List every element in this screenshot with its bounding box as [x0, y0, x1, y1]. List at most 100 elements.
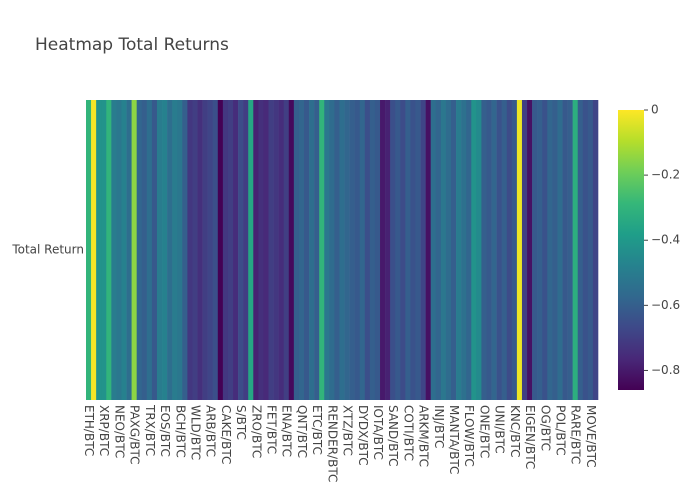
heatmap-cell: [233, 100, 239, 400]
heatmap-cell: [486, 100, 492, 400]
heatmap-cell: [527, 100, 533, 400]
chart-title: Heatmap Total Returns: [35, 35, 229, 55]
x-tick-label: ENA/BTC: [280, 405, 294, 457]
heatmap-cell: [156, 100, 163, 400]
heatmap-cell: [217, 100, 224, 400]
heatmap-cell: [400, 100, 406, 400]
heatmap-cell: [141, 100, 148, 400]
heatmap-cell: [91, 100, 97, 400]
heatmap-cell: [334, 100, 340, 400]
heatmap-cell: [359, 100, 366, 400]
heatmap-cell: [116, 100, 122, 400]
heatmap-cell: [577, 100, 584, 400]
x-tick-label: RENDER/BTC: [325, 405, 339, 482]
colorbar-tick-label: −0.6: [651, 298, 680, 312]
heatmap-cell: [303, 100, 310, 400]
x-tick-label: ARKM/BTC: [417, 405, 431, 467]
heatmap-cell: [496, 100, 502, 400]
heatmap-cell: [136, 100, 143, 400]
heatmap-cell: [521, 100, 528, 400]
x-tick-label: UNI/BTC: [493, 405, 507, 454]
heatmap-cell: [238, 100, 244, 400]
x-tick-label: NEO/BTC: [112, 405, 126, 458]
heatmap-cell: [121, 100, 127, 400]
heatmap-cell: [202, 100, 208, 400]
y-tick-label: Total Return: [11, 243, 84, 257]
heatmap-cell: [547, 100, 553, 400]
heatmap-cell: [329, 100, 335, 400]
heatmap-cell: [288, 100, 295, 400]
heatmap-cell: [435, 100, 442, 400]
heatmap-cell: [481, 100, 487, 400]
x-tick-label: ONE/BTC: [477, 405, 491, 458]
heatmap-cell: [466, 100, 472, 400]
heatmap-cell: [96, 100, 102, 400]
heatmap-cell: [450, 100, 457, 400]
heatmap-cell: [131, 100, 137, 400]
heatmap-cell: [364, 100, 371, 400]
x-tick-label: DYDX/BTC: [356, 405, 370, 466]
heatmap-cell: [339, 100, 345, 400]
x-tick-label: S/BTC: [234, 405, 248, 440]
heatmap-cell: [222, 100, 229, 400]
heatmap-cell: [420, 100, 426, 400]
heatmap-cell: [501, 100, 508, 400]
x-tick-label: OG/BTC: [538, 405, 552, 451]
heatmap-cell: [557, 100, 563, 400]
x-tick-label: SAND/BTC: [386, 405, 400, 467]
heatmap-cell: [167, 100, 173, 400]
x-tick-label: EIGEN/BTC: [523, 405, 537, 469]
heatmap-cell: [587, 100, 594, 400]
heatmap-cell: [146, 100, 153, 400]
heatmap-cell: [192, 100, 198, 400]
heatmap-cell: [461, 100, 467, 400]
heatmap-cell: [182, 100, 188, 400]
heatmap-cell: [273, 100, 279, 400]
colorbar-tick-label: −0.4: [651, 233, 680, 247]
heatmap-cell: [349, 100, 355, 400]
x-tick-label: ZRO/BTC: [249, 405, 263, 458]
heatmap-cell: [511, 100, 518, 400]
heatmap-cell: [309, 100, 315, 400]
heatmap-cell: [106, 100, 112, 400]
x-tick-label: FLOW/BTC: [462, 405, 476, 467]
heatmap-cell: [283, 100, 290, 400]
heatmap-cell: [516, 100, 523, 400]
colorbar-tick-label: −0.2: [651, 168, 680, 182]
heatmap-cell: [354, 100, 361, 400]
x-tick-label: ARB/BTC: [204, 405, 218, 457]
colorbar-tick-label: −0.8: [651, 363, 680, 377]
heatmap-cell: [410, 100, 416, 400]
heatmap-cell: [395, 100, 401, 400]
x-tick-label: XTZ/BTC: [341, 405, 355, 456]
heatmap-cell: [212, 100, 219, 400]
heatmap-cell: [567, 100, 573, 400]
heatmap-cell: [86, 100, 92, 400]
heatmap-cell: [319, 100, 325, 400]
x-tick-label: PAXG/BTC: [128, 405, 142, 464]
heatmap-cell: [491, 100, 497, 400]
heatmap-cell: [380, 100, 386, 400]
heatmap-cell: [471, 100, 477, 400]
x-tick-label: TRX/BTC: [143, 404, 157, 456]
x-tick-label: INJ/BTC: [432, 405, 446, 448]
heatmap-cell: [445, 100, 452, 400]
heatmap-cell: [293, 100, 300, 400]
heatmap-cell: [572, 100, 579, 400]
heatmap-cell: [227, 100, 234, 400]
heatmap-cell: [552, 100, 558, 400]
heatmap-cell: [324, 100, 330, 400]
heatmap-cell: [243, 100, 249, 400]
heatmap-cell: [101, 100, 107, 400]
heatmap-cell: [506, 100, 513, 400]
heatmap-cell: [111, 100, 117, 400]
x-tick-label: WLD/BTC: [188, 405, 202, 460]
heatmap-cell: [172, 100, 178, 400]
heatmap-cell: [374, 100, 381, 400]
heatmap-cell: [177, 100, 183, 400]
heatmap-cell: [415, 100, 421, 400]
heatmap-cell: [207, 100, 214, 400]
heatmap-cell: [532, 100, 538, 400]
colorbar-tick-label: 0: [651, 103, 659, 117]
